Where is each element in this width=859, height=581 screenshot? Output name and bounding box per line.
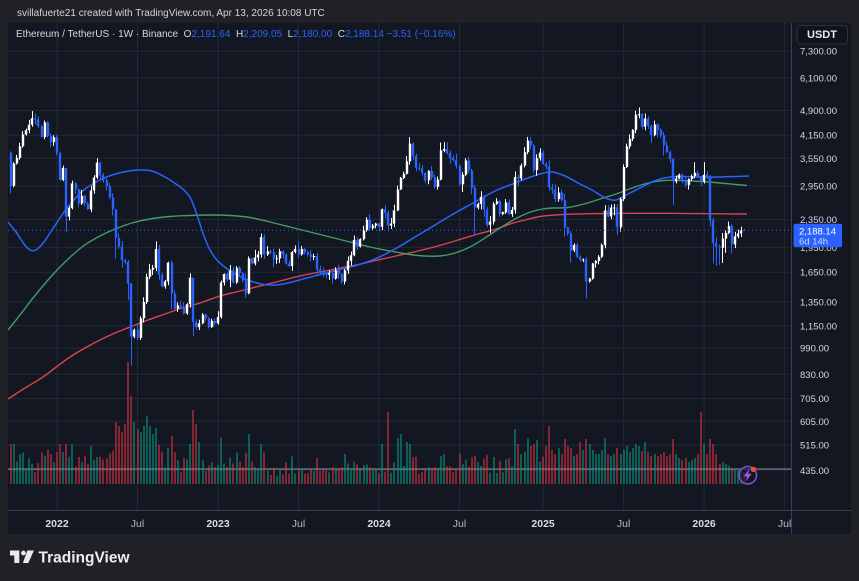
svg-text:svillafuerte21 created with Tr: svillafuerte21 created with TradingView.… [17,8,325,19]
svg-text:1,950.00: 1,950.00 [800,243,837,254]
svg-text:2026: 2026 [692,518,716,530]
svg-text:990.00: 990.00 [800,344,829,355]
svg-text:1,150.00: 1,150.00 [800,321,837,332]
svg-text:2024: 2024 [367,518,391,530]
svg-text:2025: 2025 [531,518,555,530]
svg-text:2023: 2023 [206,518,230,530]
svg-text:705.00: 705.00 [800,394,829,405]
svg-text:2,188.14: 2,188.14 [799,226,836,237]
svg-text:6d 14h: 6d 14h [799,237,828,248]
svg-text:Jul: Jul [131,518,144,530]
svg-text:435.00: 435.00 [800,466,829,477]
svg-text:Jul: Jul [292,518,305,530]
svg-text:7,300.00: 7,300.00 [800,47,837,58]
svg-text:Jul: Jul [453,518,466,530]
svg-text:515.00: 515.00 [800,441,829,452]
svg-text:4,900.00: 4,900.00 [800,106,837,117]
svg-text:2,350.00: 2,350.00 [800,215,837,226]
svg-text:830.00: 830.00 [800,370,829,381]
svg-text:1,350.00: 1,350.00 [800,298,837,309]
svg-text:4,150.00: 4,150.00 [800,131,837,142]
svg-text:605.00: 605.00 [800,417,829,428]
svg-text:3,550.00: 3,550.00 [800,154,837,165]
svg-text:TradingView: TradingView [39,550,131,567]
svg-text:6,100.00: 6,100.00 [800,73,837,84]
svg-text:2022: 2022 [45,518,69,530]
svg-text:Jul: Jul [778,518,791,530]
svg-text:1,650.00: 1,650.00 [800,268,837,279]
svg-text:2,950.00: 2,950.00 [800,181,837,192]
svg-text:Ethereum / TetherUS · 1W · Bin: Ethereum / TetherUS · 1W · Binance O2,19… [16,29,456,40]
svg-text:Jul: Jul [617,518,630,530]
svg-text:USDT: USDT [807,29,837,41]
